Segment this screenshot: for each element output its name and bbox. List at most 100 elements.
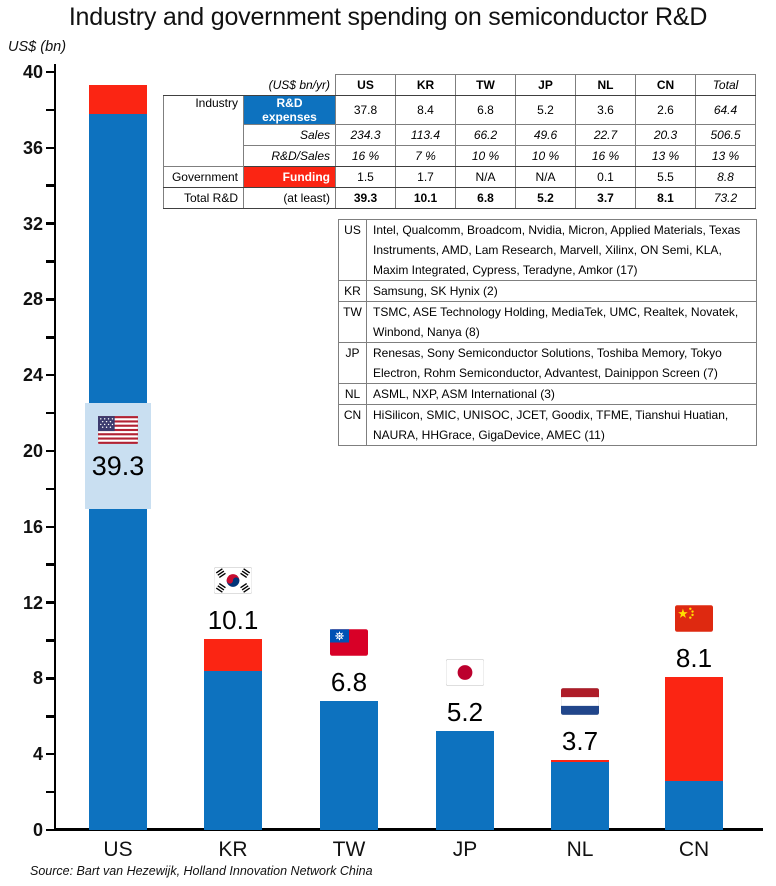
y-axis-tick: [46, 828, 55, 832]
y-axis-label: 24: [22, 365, 43, 386]
companies-row-nl: NL ASML, NXP, ASM International (3): [338, 383, 757, 405]
companies-table: US Intel, Qualcomm, Broadcom, Nvidia, Mi…: [338, 219, 757, 446]
bar-nl-industry-segment: [551, 761, 609, 830]
us-flag-icon: [98, 416, 138, 444]
bar-cn-industry-segment: [665, 780, 723, 830]
row-label-rd-sales: R&D/Sales: [243, 145, 336, 167]
y-axis-label: 36: [22, 137, 43, 158]
table-cell: 16 %: [335, 145, 396, 167]
row-group-total-rd: Total R&D: [163, 187, 244, 209]
table-cell: N/A: [455, 166, 516, 188]
table-cell: 64.4: [695, 95, 756, 125]
companies-list-kr: Samsung, SK Hynix (2): [366, 280, 757, 302]
x-axis-label-kr: KR: [218, 838, 248, 861]
tw-flag-icon: [330, 629, 368, 656]
companies-row-tw: TW TSMC, ASE Technology Holding, MediaTe…: [338, 301, 757, 343]
source-note: Source: Bart van Hezewijk, Holland Innov…: [30, 864, 373, 878]
row-group-government: Government: [163, 166, 244, 188]
y-axis-label: 8: [32, 668, 43, 689]
row-group-industry: Industry: [163, 95, 244, 167]
y-axis-unit-label: US$ (bn): [8, 39, 67, 55]
table-cell: 8.4: [395, 95, 456, 125]
table-row-total: Total R&D (at least) 39.3 10.1 6.8 5.2 3…: [163, 187, 756, 209]
bar-group-nl: 3.7 NL: [551, 0, 609, 886]
table-cell: 20.3: [635, 124, 696, 146]
companies-code-us: US: [338, 219, 367, 281]
companies-row-jp: JP Renesas, Sony Semiconductor Solutions…: [338, 342, 757, 384]
bar-us-label-panel: 39.3: [85, 403, 151, 509]
table-cell: 3.7: [575, 187, 636, 209]
table-cell: 506.5: [695, 124, 756, 146]
y-axis-tick: [46, 639, 55, 642]
table-cell: 39.3: [335, 187, 396, 209]
companies-code-kr: KR: [338, 280, 367, 302]
table-row-rd-sales: R&D/Sales 16 % 7 % 10 % 10 % 16 % 13 % 1…: [164, 145, 756, 167]
row-label-at-least: (at least): [243, 187, 336, 209]
bar-value-label: 3.7: [561, 725, 599, 756]
table-header-row: (US$ bn/yr) US KR TW JP NL CN Total: [163, 74, 756, 96]
y-axis-label: 0: [32, 820, 43, 840]
companies-code-cn: CN: [338, 404, 367, 446]
y-axis-tick: [46, 373, 55, 377]
table-unit-header: (US$ bn/yr): [163, 74, 336, 96]
table-cell: 6.8: [455, 187, 516, 209]
y-axis-line: [54, 64, 56, 831]
companies-row-kr: KR Samsung, SK Hynix (2): [338, 280, 757, 302]
kr-flag-icon: [214, 566, 252, 594]
info-table: (US$ bn/yr) US KR TW JP NL CN Total Indu…: [163, 74, 756, 209]
table-cell: 10 %: [455, 145, 516, 167]
x-axis-label-jp: JP: [452, 838, 478, 861]
y-axis-tick: [46, 146, 55, 150]
y-axis-tick: [46, 449, 55, 453]
bar-value-label: 39.3: [91, 451, 145, 481]
bar-kr-industry-segment: [204, 670, 262, 830]
bar-jp: [436, 731, 494, 830]
y-axis-label: 16: [22, 516, 43, 537]
bar-us-government-segment: [89, 85, 147, 114]
column-header-nl: NL: [575, 74, 636, 96]
bar-kr-government-segment: [204, 638, 262, 671]
y-axis-tick: [46, 222, 55, 225]
bar-tw-industry-segment: [320, 701, 378, 830]
table-cell: 13 %: [635, 145, 696, 167]
table-cell: 5.2: [515, 187, 576, 209]
column-header-kr: KR: [395, 74, 456, 96]
table-cell: 37.8: [335, 95, 396, 125]
table-cell: 7 %: [395, 145, 456, 167]
y-axis-tick: [46, 108, 55, 112]
y-axis-label: 32: [22, 213, 43, 234]
page-title: Industry and government spending on semi…: [68, 3, 708, 31]
y-axis-tick: [46, 752, 55, 756]
table-cell: 1.5: [335, 166, 396, 188]
column-header-jp: JP: [515, 74, 576, 96]
table-cell: 6.8: [455, 95, 516, 125]
table-cell: N/A: [515, 166, 576, 188]
y-axis-label: 12: [22, 592, 43, 613]
x-axis-label-tw: TW: [332, 838, 366, 861]
table-cell: 13 %: [695, 145, 756, 167]
cn-flag-icon: [675, 604, 713, 632]
y-axis-label: 4: [32, 744, 43, 765]
y-axis-tick: [46, 298, 55, 301]
y-axis-tick: [46, 411, 55, 415]
y-axis-tick: [46, 487, 55, 491]
bar-jp-industry-segment: [436, 731, 494, 830]
table-cell: 22.7: [575, 124, 636, 146]
column-header-tw: TW: [455, 74, 516, 96]
table-cell: 8.1: [635, 187, 696, 209]
y-axis-tick: [46, 336, 55, 339]
bar-value-label: 6.8: [330, 667, 368, 698]
table-cell: 234.3: [335, 124, 396, 146]
row-label-sales: Sales: [243, 124, 336, 146]
table-cell: 5.2: [515, 95, 576, 125]
table-cell: 66.2: [455, 124, 516, 146]
table-row-rd-expenses: Industry R&D expenses 37.8 8.4 6.8 5.2 3…: [163, 95, 756, 167]
y-axis-tick: [46, 525, 55, 529]
bar-nl: [551, 759, 609, 830]
companies-code-tw: TW: [338, 301, 367, 343]
table-cell: 73.2: [695, 187, 756, 209]
y-axis-tick: [46, 715, 55, 718]
bar-group-kr: 10.1 KR: [204, 0, 262, 886]
column-header-cn: CN: [635, 74, 696, 96]
